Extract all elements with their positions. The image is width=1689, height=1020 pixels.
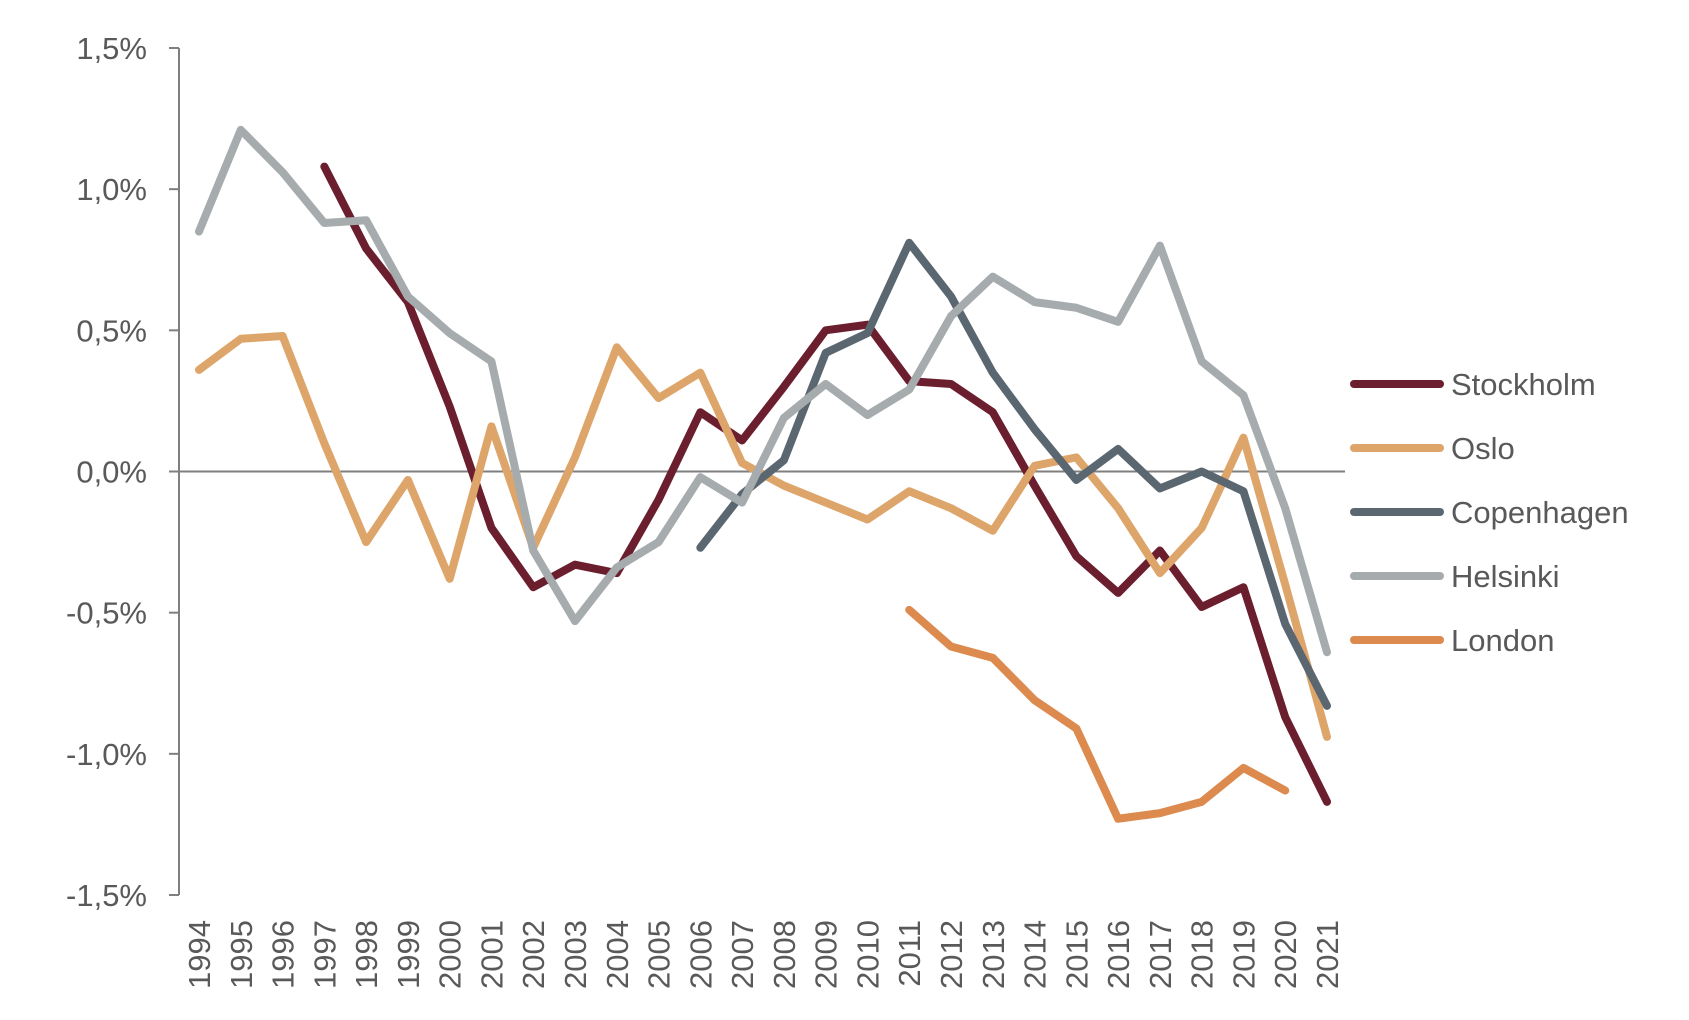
x-tick-label: 2016 <box>1101 920 1136 989</box>
x-tick-label: 2010 <box>850 920 885 989</box>
x-tick-label: 2002 <box>516 920 551 989</box>
x-tick-label: 2014 <box>1018 920 1053 989</box>
y-tick-label: 0,0% <box>76 455 147 490</box>
x-tick-label: 2006 <box>683 920 718 989</box>
legend: Stockholm Oslo Copenhagen Helsinki London <box>1350 367 1629 658</box>
legend-label: Copenhagen <box>1451 495 1629 530</box>
x-tick-label: 2001 <box>474 920 509 989</box>
x-tick-label: 2019 <box>1226 920 1261 989</box>
legend-item-copenhagen: Copenhagen <box>1350 495 1629 530</box>
x-tick-label: 2012 <box>934 920 969 989</box>
x-tick-label: 2005 <box>642 920 677 989</box>
legend-label: Helsinki <box>1451 559 1560 594</box>
x-tick-label: 1996 <box>266 920 301 989</box>
x-tick-label: 2004 <box>600 920 635 989</box>
x-tick-label: 2020 <box>1268 920 1303 989</box>
series-line-copenhagen <box>696 238 1331 710</box>
x-tick-label: 2018 <box>1185 920 1220 989</box>
x-tick-label: 1995 <box>224 920 259 989</box>
series-line-helsinki <box>195 125 1331 657</box>
legend-label: Oslo <box>1451 431 1515 466</box>
legend-label: London <box>1451 623 1554 658</box>
series-lines <box>195 125 1331 823</box>
x-tick-label: 1998 <box>349 920 384 989</box>
y-tick-label: 1,5% <box>76 31 147 66</box>
x-tick-label: 1994 <box>182 920 217 989</box>
y-tick-label: -1,5% <box>66 878 147 913</box>
x-tick-label: 2008 <box>767 920 802 989</box>
legend-item-london: London <box>1350 623 1554 658</box>
y-tick-label: -0,5% <box>66 596 147 631</box>
x-tick-label: 2007 <box>725 920 760 989</box>
x-tick-label: 2021 <box>1310 920 1345 989</box>
series-line-london <box>905 605 1290 823</box>
x-tick-label: 2017 <box>1143 920 1178 989</box>
x-tick-label: 2003 <box>558 920 593 989</box>
legend-item-stockholm: Stockholm <box>1350 367 1596 402</box>
y-tick-label: -1,0% <box>66 737 147 772</box>
y-tick-label: 1,0% <box>76 172 147 207</box>
series-line-oslo <box>195 331 1331 741</box>
legend-item-oslo: Oslo <box>1350 431 1515 466</box>
legend-label: Stockholm <box>1451 367 1596 402</box>
x-tick-label: 1997 <box>307 920 342 989</box>
y-axis: 1,5% 1,0% 0,5% 0,0% -0,5% -1,0% -1,5% <box>66 31 1345 913</box>
x-tick-label: 2013 <box>976 920 1011 989</box>
x-tick-label: 2015 <box>1059 920 1094 989</box>
x-tick-label: 2000 <box>433 920 468 989</box>
x-tick-label: 2009 <box>809 920 844 989</box>
x-axis: 1994 1995 1996 1997 1998 1999 2000 2001 2002 2003… <box>182 920 1345 989</box>
x-tick-label: 2011 <box>892 920 927 987</box>
x-tick-label: 1999 <box>391 920 426 989</box>
y-tick-label: 0,5% <box>76 313 147 348</box>
legend-item-helsinki: Helsinki <box>1350 559 1560 594</box>
